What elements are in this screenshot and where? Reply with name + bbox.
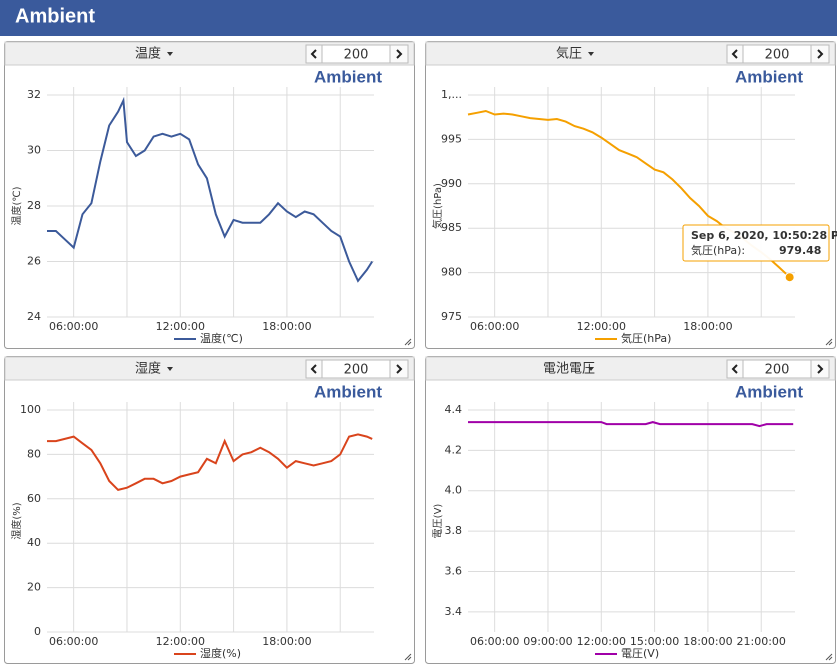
selector-dropdown[interactable]: 気圧 [556, 46, 582, 62]
next-icon [817, 364, 824, 374]
y-axis-label: 気圧(hPa) [431, 183, 444, 229]
y-tick-label: 24 [27, 310, 41, 323]
panel [4, 356, 415, 664]
y-tick-label: 990 [441, 177, 462, 190]
x-tick-label: 18:00:00 [262, 320, 311, 333]
x-tick-label: 12:00:00 [156, 635, 205, 648]
tooltip-name: 気圧(hPa): [691, 243, 745, 257]
y-tick-label: 4.0 [445, 484, 463, 497]
x-tick-label: 18:00:00 [683, 320, 732, 333]
y-tick-label: 4.4 [445, 403, 463, 416]
x-tick-label: 09:00:00 [523, 635, 572, 648]
prev-icon [310, 49, 317, 59]
y-tick-label: 40 [27, 536, 41, 549]
y-tick-label: 28 [27, 199, 41, 212]
prev-button[interactable] [305, 359, 323, 379]
resize-handle [404, 338, 412, 346]
next-button[interactable] [810, 44, 830, 64]
x-tick-label: 12:00:00 [577, 320, 626, 333]
y-tick-label: 100 [20, 403, 41, 416]
y-tick-label: 26 [27, 255, 41, 268]
next-button[interactable] [389, 359, 409, 379]
panel [425, 41, 836, 349]
prev-button[interactable] [726, 359, 744, 379]
panel [4, 41, 415, 349]
count-value: 200 [344, 363, 369, 378]
x-tick-label: 18:00:00 [262, 635, 311, 648]
y-tick-label: 3.8 [445, 524, 463, 537]
y-tick-label: 985 [441, 221, 462, 234]
next-button[interactable] [389, 44, 409, 64]
tooltip [682, 224, 830, 262]
resize-handle [404, 653, 412, 661]
x-tick-label: 06:00:00 [470, 635, 519, 648]
panel [425, 356, 836, 664]
legend-label: 湿度(%) [200, 646, 241, 660]
y-tick-label: 30 [27, 144, 41, 157]
watermark: Ambient [314, 382, 382, 401]
count-value: 200 [765, 363, 790, 378]
y-axis-label: 電圧(V) [432, 504, 444, 539]
x-tick-label: 18:00:00 [683, 635, 732, 648]
watermark: Ambient [735, 382, 803, 401]
y-tick-label: 1,... [441, 88, 462, 101]
y-tick-label: 980 [441, 266, 462, 279]
y-tick-label: 4.2 [445, 443, 463, 456]
y-tick-label: 0 [34, 625, 41, 638]
next-icon [817, 49, 824, 59]
next-button[interactable] [810, 359, 830, 379]
x-tick-label: 06:00:00 [49, 320, 98, 333]
count-value: 200 [344, 48, 369, 63]
tooltip-value: 979.48 [779, 244, 821, 257]
x-tick-label: 21:00:00 [737, 635, 786, 648]
y-axis-label: 温度(℃) [10, 186, 23, 225]
y-tick-label: 975 [441, 310, 462, 323]
prev-icon [731, 364, 738, 374]
data-line [47, 433, 373, 492]
y-tick-label: 3.4 [445, 605, 463, 618]
data-line [468, 421, 794, 428]
next-icon [396, 49, 403, 59]
selector-dropdown[interactable]: 電池電圧 [543, 362, 595, 377]
y-tick-label: 60 [27, 492, 41, 505]
prev-icon [310, 364, 317, 374]
y-tick-label: 995 [441, 132, 462, 145]
dropdown-caret [167, 52, 173, 56]
header-bar [0, 0, 837, 36]
x-tick-label: 06:00:00 [470, 320, 519, 333]
legend-label: 気圧(hPa) [621, 331, 671, 345]
dropdown-caret [167, 367, 173, 371]
tooltip-title: Sep 6, 2020, 10:50:28 PM [691, 229, 837, 242]
resize-handle [825, 338, 833, 346]
x-tick-label: 12:00:00 [156, 320, 205, 333]
watermark: Ambient [314, 67, 382, 86]
y-tick-label: 20 [27, 581, 41, 594]
selector-dropdown[interactable]: 温度 [135, 46, 161, 62]
resize-handle [825, 653, 833, 661]
x-tick-label: 06:00:00 [49, 635, 98, 648]
legend-label: 電圧(V) [621, 647, 659, 660]
prev-icon [731, 49, 738, 59]
x-tick-label: 12:00:00 [577, 635, 626, 648]
x-tick-label: 15:00:00 [630, 635, 679, 648]
count-value: 200 [765, 48, 790, 63]
header-title: Ambient [15, 5, 95, 27]
data-line [47, 96, 374, 283]
next-icon [396, 364, 403, 374]
watermark: Ambient [735, 67, 803, 86]
y-axis-label: 湿度(%) [10, 502, 23, 539]
y-tick-label: 32 [27, 88, 41, 101]
hover-point [784, 272, 795, 283]
prev-button[interactable] [726, 44, 744, 64]
selector-dropdown[interactable]: 湿度 [135, 361, 161, 377]
y-tick-label: 3.6 [445, 564, 463, 577]
prev-button[interactable] [305, 44, 323, 64]
dropdown-caret [588, 52, 594, 56]
legend-label: 温度(℃) [200, 331, 243, 345]
y-tick-label: 80 [27, 447, 41, 460]
dropdown-caret [588, 367, 594, 371]
